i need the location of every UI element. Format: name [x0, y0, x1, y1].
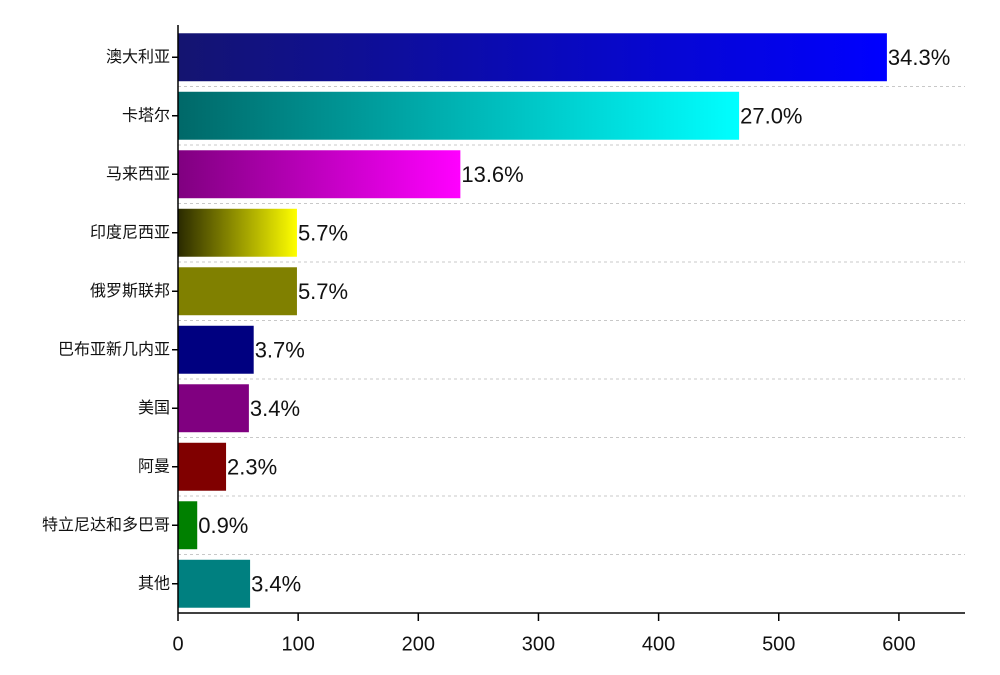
x-tick-label: 400 [642, 633, 675, 655]
x-tick-label: 600 [882, 633, 915, 655]
category-label: 印度尼西亚 [90, 222, 170, 241]
bar [178, 501, 198, 550]
value-label: 2.3% [227, 455, 277, 480]
category-label: 美国 [138, 398, 170, 417]
value-label: 5.7% [298, 279, 348, 304]
bar [178, 91, 740, 140]
value-label: 13.6% [461, 162, 523, 187]
value-label: 3.7% [255, 338, 305, 363]
category-label: 其他 [138, 573, 170, 592]
bar [178, 559, 251, 608]
category-label: 卡塔尔 [122, 105, 170, 124]
value-label: 3.4% [251, 572, 301, 597]
value-label: 27.0% [740, 104, 802, 129]
value-label: 3.4% [250, 396, 300, 421]
x-tick-label: 100 [281, 633, 314, 655]
x-tick-label: 0 [172, 633, 183, 655]
value-label: 34.3% [888, 45, 950, 70]
category-label: 澳大利亚 [106, 47, 170, 66]
value-label: 0.9% [198, 513, 248, 538]
value-label: 5.7% [298, 221, 348, 246]
bar [178, 384, 249, 433]
category-label: 俄罗斯联邦 [90, 281, 170, 300]
category-label: 阿曼 [138, 456, 170, 475]
bar [178, 442, 227, 491]
bar [178, 208, 297, 257]
x-tick-label: 200 [402, 633, 435, 655]
category-label: 马来西亚 [106, 164, 170, 183]
category-label: 巴布亚新几内亚 [58, 339, 170, 358]
bar [178, 150, 461, 199]
x-tick-label: 300 [522, 633, 555, 655]
bar [178, 33, 887, 82]
bar [178, 325, 254, 374]
category-label: 特立尼达和多巴哥 [42, 515, 170, 534]
bar [178, 267, 297, 316]
x-tick-label: 500 [762, 633, 795, 655]
